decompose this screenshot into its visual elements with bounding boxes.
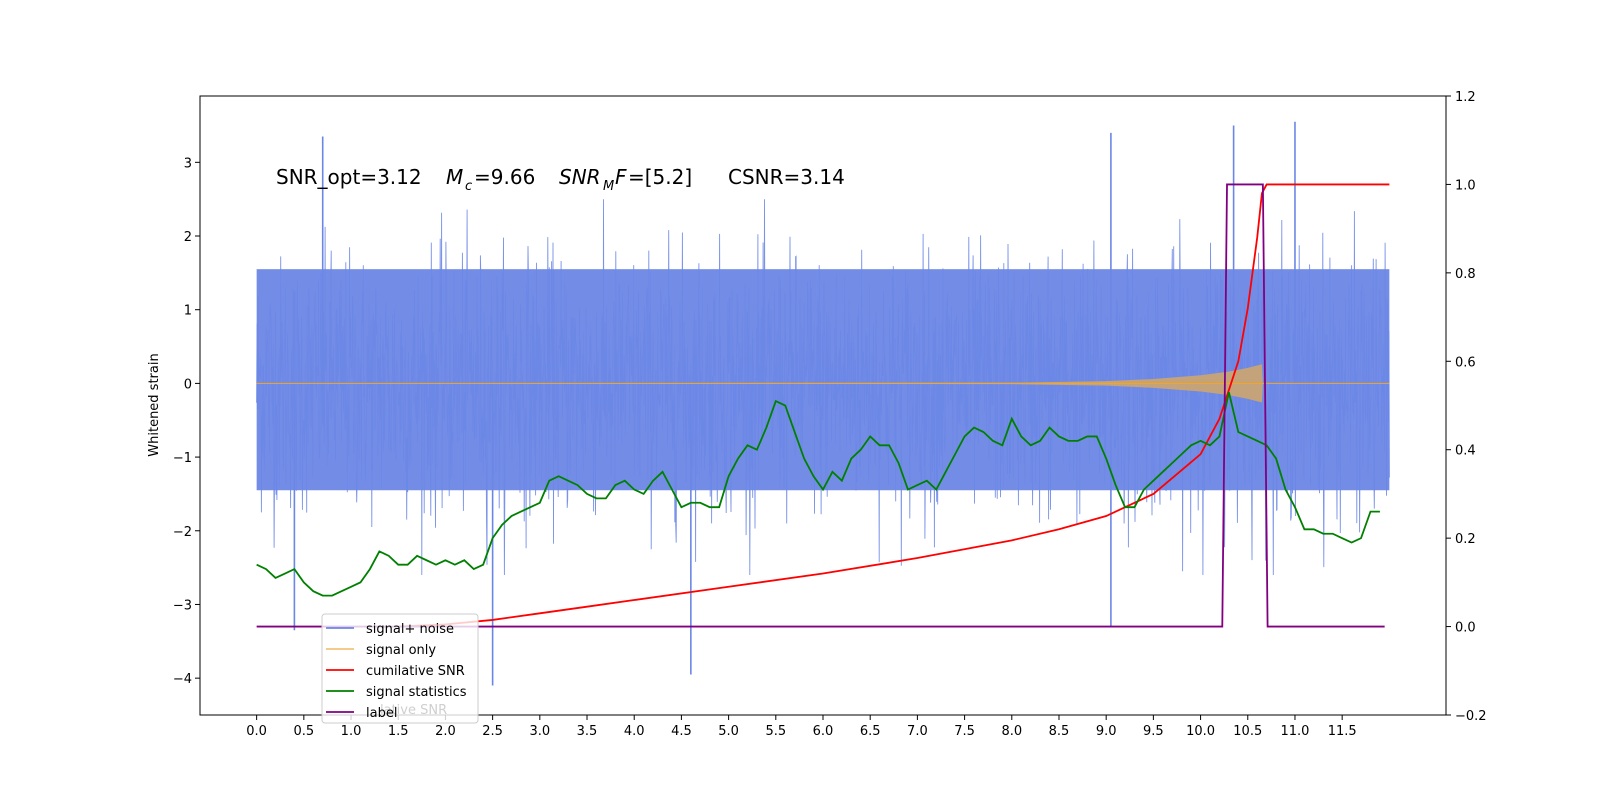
x-tick-label-1: 0.5 xyxy=(293,724,314,739)
x-tick-label-14: 7.0 xyxy=(907,724,928,739)
x-tick-label-18: 9.0 xyxy=(1096,724,1117,739)
y-right-tick-label-0: 1.2 xyxy=(1455,90,1476,105)
x-tick-label-23: 11.5 xyxy=(1328,724,1357,739)
series-label xyxy=(256,183,1385,628)
x-tick-label-5: 2.5 xyxy=(482,724,503,739)
legend-label-0: signal+ noise xyxy=(366,622,454,637)
legend: lative SNR signal+ noise signal only cumila… xyxy=(321,613,479,724)
y-right-tick-label-7: −0.2 xyxy=(1455,709,1487,724)
legend-label-1: signal only xyxy=(366,643,436,658)
snr-subscript: M xyxy=(603,179,614,194)
y-left-tick-label-4: −1 xyxy=(173,451,192,466)
x-tick-label-9: 4.5 xyxy=(671,724,692,739)
x-tick-label-22: 11.0 xyxy=(1280,724,1309,739)
x-tick-label-20: 10.0 xyxy=(1186,724,1215,739)
x-tick-label-16: 8.0 xyxy=(1001,724,1022,739)
legend-label-3: signal statistics xyxy=(366,685,467,700)
y-left-tick-label-5: −2 xyxy=(173,525,192,540)
mc-symbol: M xyxy=(446,165,463,189)
mc-value: =9.66 xyxy=(474,165,535,189)
x-tick-label-7: 3.5 xyxy=(577,724,598,739)
x-tick-label-8: 4.0 xyxy=(624,724,645,739)
x-tick-label-19: 9.5 xyxy=(1143,724,1164,739)
y-right-tick-label-1: 1.0 xyxy=(1455,178,1476,193)
x-tick-label-13: 6.5 xyxy=(860,724,881,739)
x-tick-label-12: 6.0 xyxy=(813,724,834,739)
y-right-tick-label-4: 0.4 xyxy=(1455,444,1476,459)
y-right-tick-label-2: 0.8 xyxy=(1455,267,1476,282)
mc-subscript: c xyxy=(465,179,472,194)
series-cumulative-snr xyxy=(398,183,1390,628)
snr-annotation: SNR_opt=3.12 M c =9.66 SNR M F =[5.2] CS… xyxy=(276,165,845,194)
snr-symbol: SNR xyxy=(559,165,601,189)
y-right-tick-label-3: 0.6 xyxy=(1455,355,1476,370)
series-signal-statistics xyxy=(256,392,1380,597)
y-left-tick-label-0: 3 xyxy=(184,156,192,171)
legend-label-2: cumilative SNR xyxy=(366,664,465,679)
csnr-text: CSNR=3.14 xyxy=(728,165,845,189)
y-right-tick-label-6: 0.0 xyxy=(1455,621,1476,636)
x-tick-label-21: 10.5 xyxy=(1233,724,1262,739)
legend-label-4: label xyxy=(366,706,397,721)
legend-box xyxy=(321,613,479,724)
x-tick-label-0: 0.0 xyxy=(246,724,267,739)
x-tick-label-3: 1.5 xyxy=(388,724,409,739)
y-left-tick-label-2: 1 xyxy=(184,304,192,319)
x-tick-label-11: 5.5 xyxy=(765,724,786,739)
x-tick-label-10: 5.0 xyxy=(718,724,739,739)
snr-f-symbol: F xyxy=(615,165,627,189)
plot-layer xyxy=(256,121,1390,686)
y-left-tick-label-6: −3 xyxy=(173,598,192,613)
snr-opt-text: SNR_opt=3.12 xyxy=(276,165,422,189)
axes-layer: 0.0 0.5 1.0 1.5 2.0 2.5 3.0 3.5 4.0 4.5 5.0 5.5 6.0 6… xyxy=(173,90,1487,739)
x-tick-label-17: 8.5 xyxy=(1049,724,1070,739)
x-tick-label-6: 3.0 xyxy=(529,724,550,739)
y-left-tick-label-7: −4 xyxy=(173,672,192,687)
y-left-tick-label-3: 0 xyxy=(184,377,192,392)
y-left-tick-label-1: 2 xyxy=(184,230,192,245)
legend-ghost-text: lative SNR xyxy=(380,703,447,718)
x-tick-label-2: 1.0 xyxy=(341,724,362,739)
x-tick-label-15: 7.5 xyxy=(954,724,975,739)
snr-value: =[5.2] xyxy=(628,165,692,189)
y-right-tick-label-5: 0.2 xyxy=(1455,532,1476,547)
y-axis-label-left: Whitened strain xyxy=(147,353,162,456)
x-tick-label-4: 2.0 xyxy=(435,724,456,739)
